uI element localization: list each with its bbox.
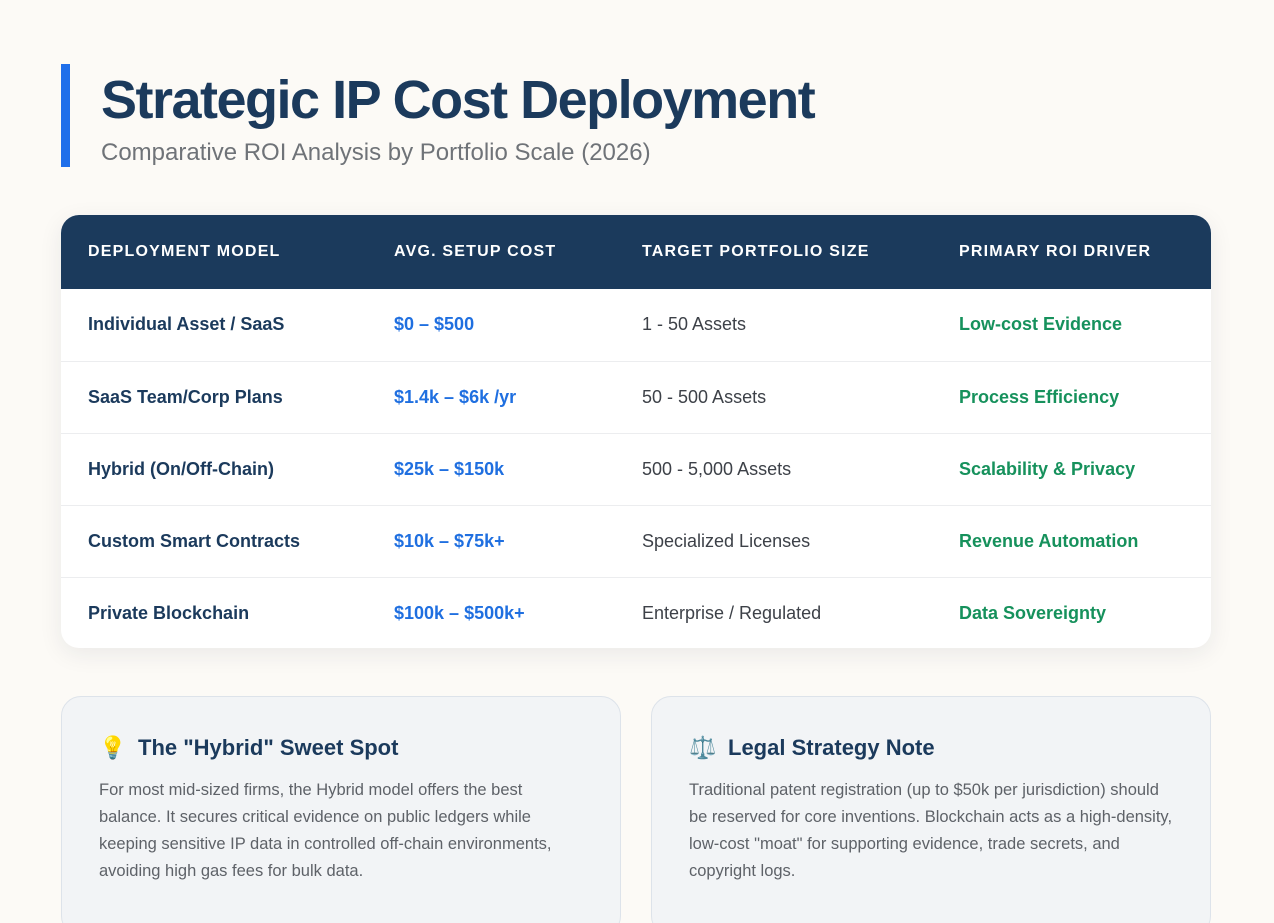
page-title: Strategic IP Cost Deployment: [101, 70, 816, 130]
table-row: SaaS Team/Corp Plans $1.4k – $6k /yr 50 …: [61, 361, 1211, 433]
lightbulb-icon: 💡: [99, 735, 127, 760]
page-header: Strategic IP Cost Deployment Comparative…: [61, 64, 816, 167]
cell-cost: $25k – $150k: [394, 458, 505, 479]
column-header-size: TARGET PORTFOLIO SIZE: [642, 243, 870, 260]
cell-driver: Scalability & Privacy: [959, 458, 1136, 479]
cell-size: 500 - 5,000 Assets: [642, 458, 792, 479]
cell-driver: Process Efficiency: [959, 386, 1120, 407]
cell-driver: Data Sovereignty: [959, 602, 1107, 623]
cell-cost: $10k – $75k+: [394, 530, 505, 551]
table-header-row: DEPLOYMENT MODEL AVG. SETUP COST TARGET …: [61, 215, 1211, 289]
cost-table-card: DEPLOYMENT MODEL AVG. SETUP COST TARGET …: [61, 215, 1211, 648]
cell-model: Hybrid (On/Off-Chain): [88, 458, 274, 479]
table-row: Hybrid (On/Off-Chain) $25k – $150k 500 -…: [61, 433, 1211, 505]
note-header: ⚖️ Legal Strategy Note: [689, 733, 1174, 763]
cell-cost: $1.4k – $6k /yr: [394, 386, 517, 407]
cell-size: Enterprise / Regulated: [642, 602, 822, 623]
cell-cost: $100k – $500k+: [394, 602, 525, 623]
column-header-cost: AVG. SETUP COST: [394, 243, 557, 260]
cell-driver: Low-cost Evidence: [959, 314, 1123, 335]
cell-model: Custom Smart Contracts: [88, 530, 301, 551]
cell-driver: Revenue Automation: [959, 530, 1139, 551]
cell-size: 1 - 50 Assets: [642, 314, 747, 335]
note-title: Legal Strategy Note: [728, 735, 935, 760]
scales-icon: ⚖️: [689, 735, 717, 760]
cell-model: SaaS Team/Corp Plans: [88, 386, 283, 407]
legal-note-card: ⚖️ Legal Strategy Note Traditional paten…: [651, 696, 1211, 923]
cell-model: Private Blockchain: [88, 602, 250, 623]
table-row: Custom Smart Contracts $10k – $75k+ Spec…: [61, 505, 1211, 577]
table-row: Private Blockchain $100k – $500k+ Enterp…: [61, 577, 1211, 648]
column-header-driver: PRIMARY ROI DRIVER: [959, 243, 1152, 260]
cell-model: Individual Asset / SaaS: [88, 314, 285, 335]
table-row: Individual Asset / SaaS $0 – $500 1 - 50…: [61, 289, 1211, 361]
note-body: For most mid-sized firms, the Hybrid mod…: [99, 781, 552, 880]
note-header: 💡 The "Hybrid" Sweet Spot: [99, 733, 584, 763]
cell-size: Specialized Licenses: [642, 530, 811, 551]
cell-cost: $0 – $500: [394, 314, 475, 335]
column-header-model: DEPLOYMENT MODEL: [88, 243, 281, 260]
cell-size: 50 - 500 Assets: [642, 386, 767, 407]
note-title: The "Hybrid" Sweet Spot: [138, 735, 399, 760]
note-body: Traditional patent registration (up to $…: [689, 781, 1173, 880]
hybrid-note-card: 💡 The "Hybrid" Sweet Spot For most mid-s…: [61, 696, 621, 923]
cost-table: DEPLOYMENT MODEL AVG. SETUP COST TARGET …: [61, 215, 1211, 648]
page-subtitle: Comparative ROI Analysis by Portfolio Sc…: [101, 139, 651, 166]
